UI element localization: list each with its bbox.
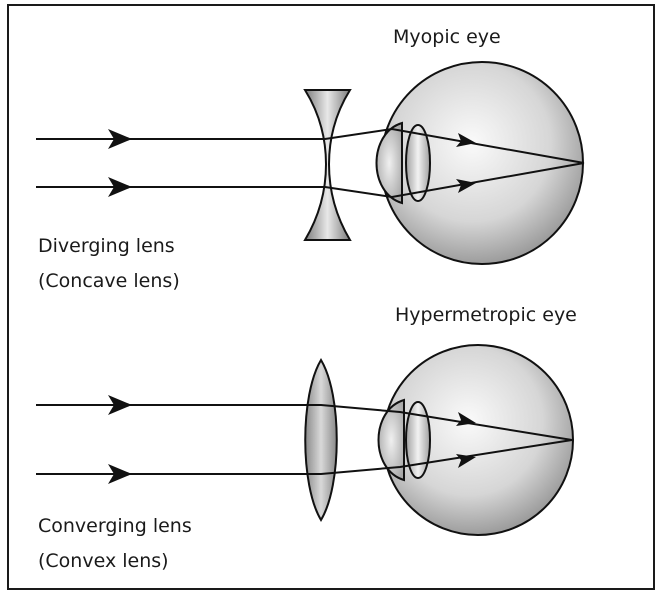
hypermetropic-arrow-upper-inside	[456, 412, 476, 426]
myopic-arrow-upper-left	[108, 129, 132, 149]
hypermetropic-cornea	[377, 398, 405, 482]
diagram-frame	[7, 4, 655, 590]
hypermetropic-rays	[36, 404, 573, 475]
myopic-ray-upper	[36, 127, 585, 164]
hypermetropic-arrow-lower-left	[108, 464, 132, 484]
myopic-arrow-lower-left	[108, 177, 132, 197]
myopic-arrow-lower-inside	[456, 179, 476, 193]
concave-lens-label: (Concave lens)	[38, 270, 180, 292]
myopic-cornea	[375, 121, 403, 205]
converging-lens-label: Converging lens	[38, 515, 192, 537]
myopic-ray-lower	[36, 162, 585, 199]
hypermetropic-section	[36, 344, 574, 536]
myopic-eye-lens	[405, 124, 431, 202]
myopic-rays	[36, 127, 585, 199]
hypermetropic-eye-lens	[405, 401, 431, 479]
hypermetropic-eye-title: Hypermetropic eye	[395, 304, 577, 326]
myopic-arrow-upper-inside	[456, 133, 476, 147]
diverging-lens-label: Diverging lens	[38, 235, 175, 257]
myopic-section	[36, 61, 585, 265]
hypermetropic-arrow-lower-inside	[456, 454, 476, 468]
myopic-eye-title: Myopic eye	[393, 26, 501, 48]
convex-lens	[304, 358, 338, 522]
hypermetropic-arrow-upper-left	[108, 395, 132, 415]
hypermetropic-ray-lower	[36, 439, 573, 475]
hypermetropic-ray-upper	[36, 404, 573, 441]
convex-lens-label: (Convex lens)	[38, 550, 169, 572]
concave-lens	[303, 89, 352, 241]
